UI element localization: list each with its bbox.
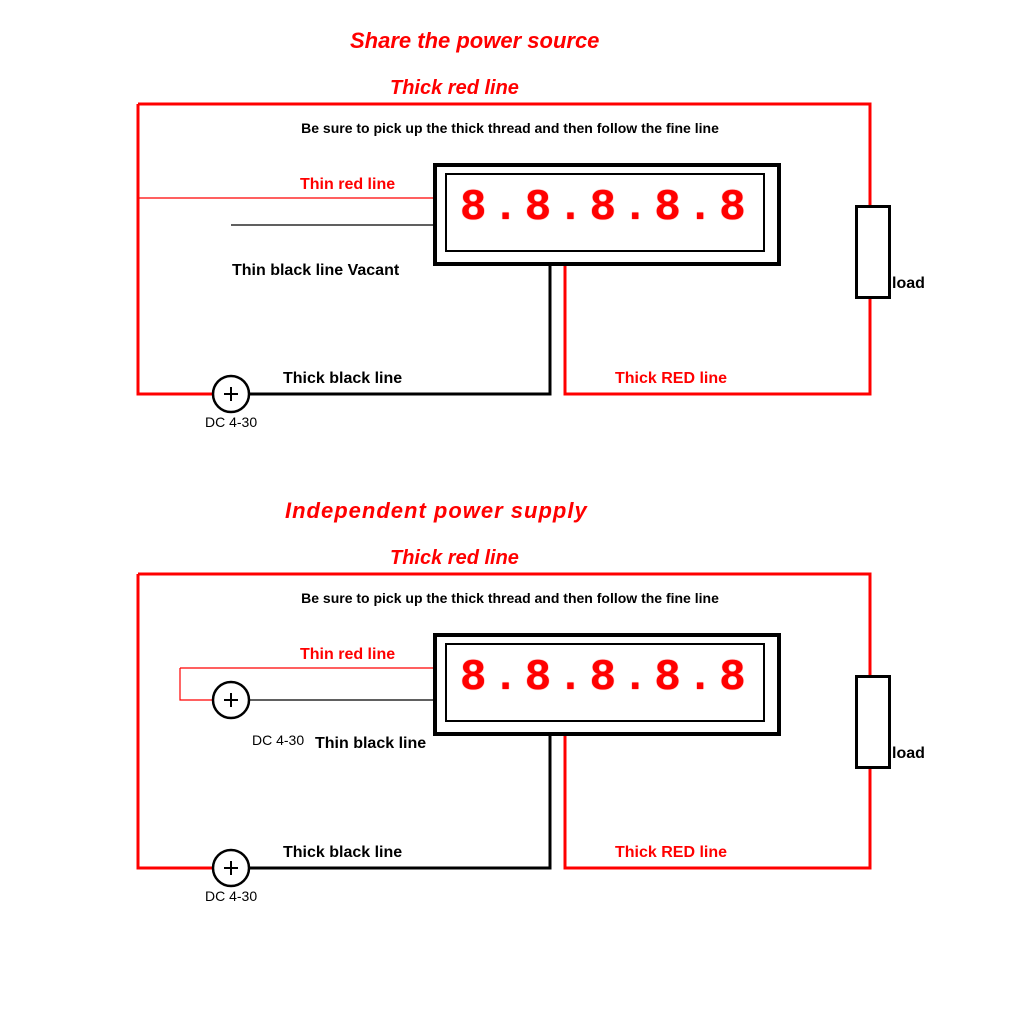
instruction-2: Be sure to pick up the thick thread and …	[200, 590, 820, 606]
load-box-1	[855, 205, 891, 299]
load-box-2	[855, 675, 891, 769]
label-thick-red-caps-1: Thick RED line	[615, 370, 727, 388]
title-share: Share the power source	[350, 28, 599, 54]
label-thin-red-2: Thin red line	[300, 646, 395, 664]
title-independent: Independent power supply	[285, 498, 588, 524]
label-load-2: load	[892, 745, 925, 763]
label-load-1: load	[892, 275, 925, 293]
label-thick-red-2: Thick red line	[390, 547, 519, 570]
label-thin-black-vacant: Thin black line Vacant	[232, 262, 399, 280]
label-thick-red-1: Thick red line	[390, 77, 519, 100]
label-thick-black-2: Thick black line	[283, 844, 402, 862]
label-dc-2b: DC 4-30	[205, 888, 257, 904]
label-thick-red-caps-2: Thick RED line	[615, 844, 727, 862]
display-value-1: 8.8.8.8.8	[460, 183, 752, 233]
label-thin-black-2: Thin black line	[315, 735, 426, 753]
instruction-1: Be sure to pick up the thick thread and …	[200, 120, 820, 136]
display-value-2: 8.8.8.8.8	[460, 653, 752, 703]
label-thick-black-1: Thick black line	[283, 370, 402, 388]
label-thin-red-1: Thin red line	[300, 176, 395, 194]
label-dc-1: DC 4-30	[205, 414, 257, 430]
label-dc-2a: DC 4-30	[252, 732, 304, 748]
